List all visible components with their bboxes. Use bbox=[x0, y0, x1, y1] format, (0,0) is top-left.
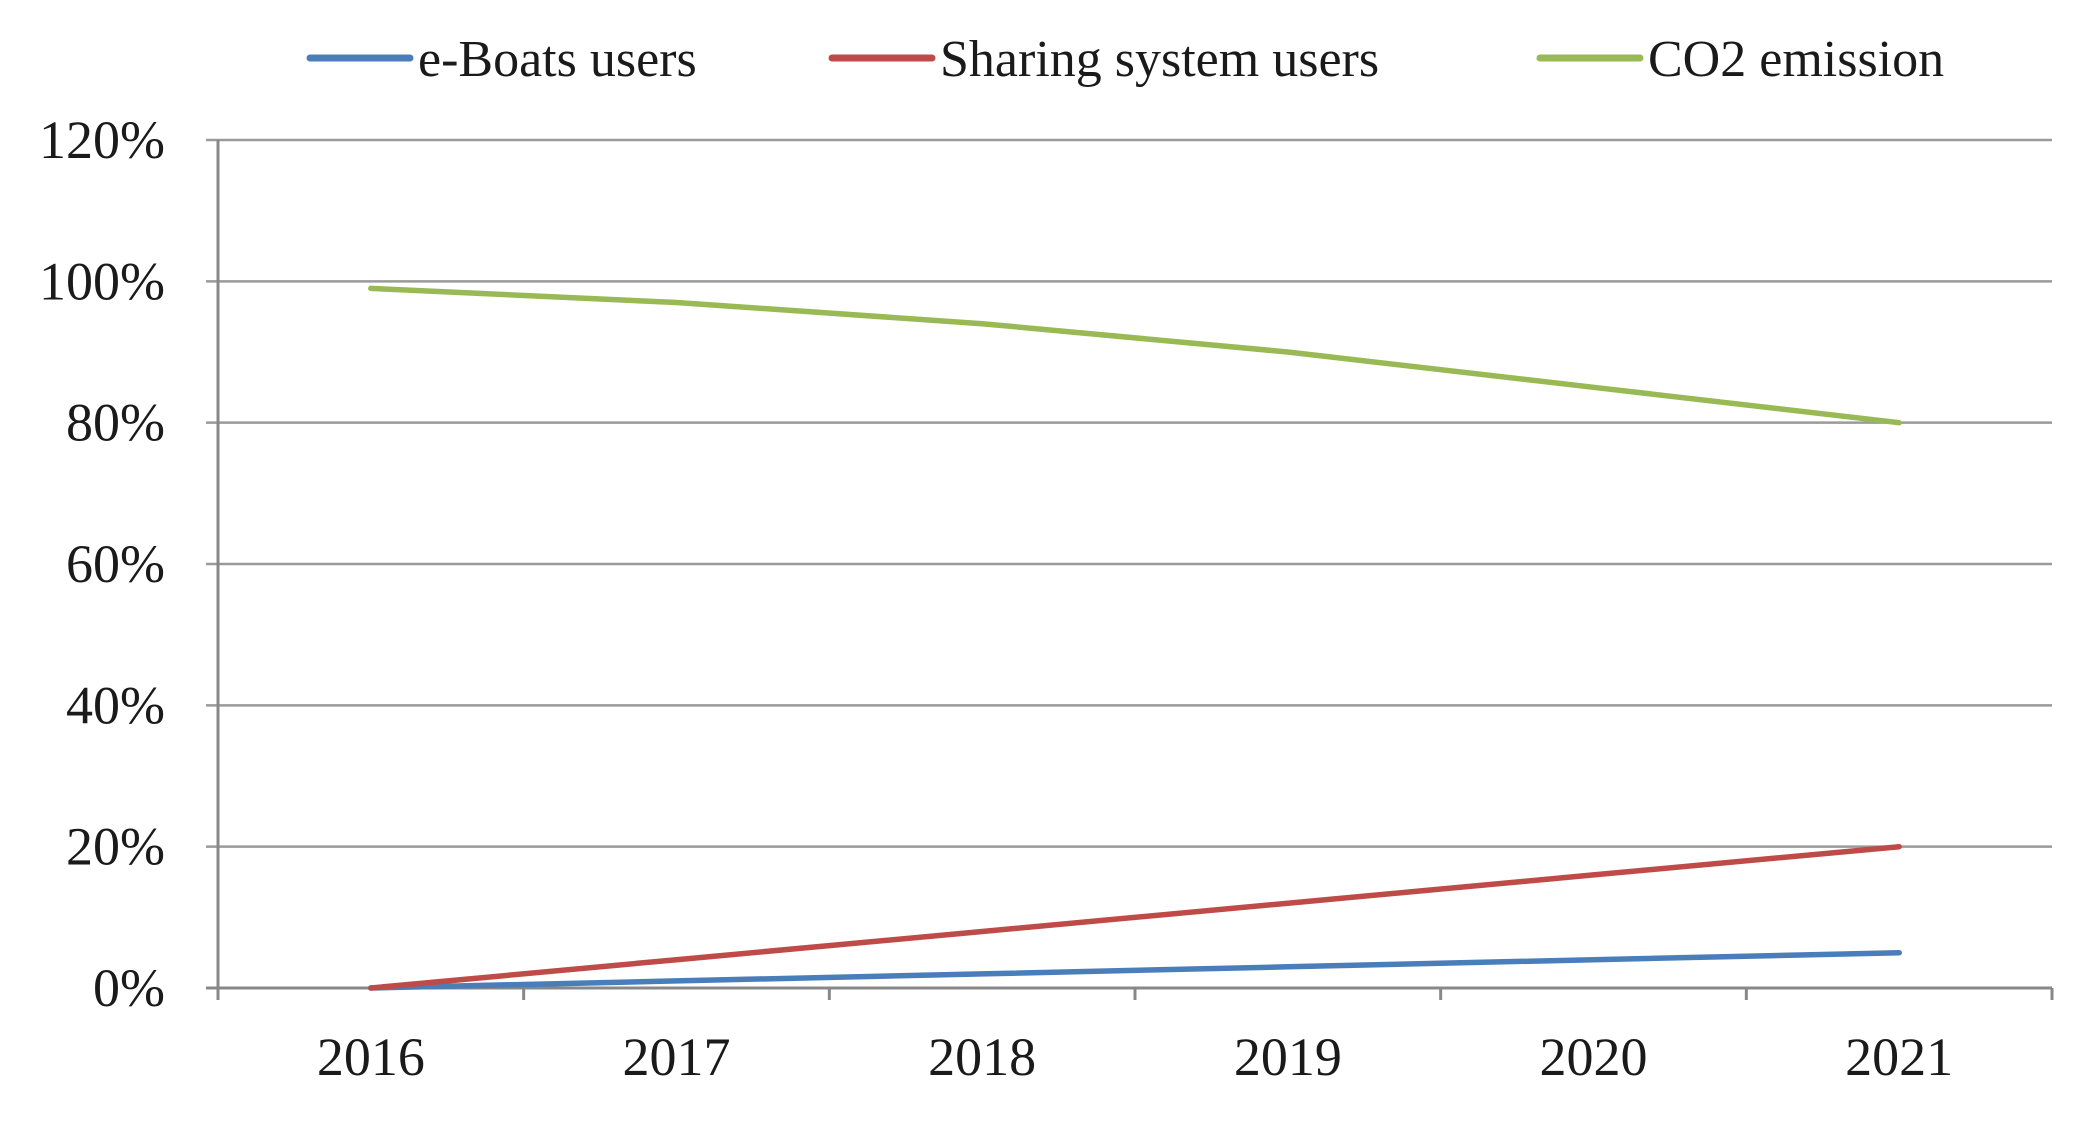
x-tick-label-2017: 2017 bbox=[623, 1027, 731, 1087]
y-tick-label: 0% bbox=[93, 958, 165, 1018]
axis-layer: 0% 20% 40% 60% 80% 100% 120% 2016 2017 2018 2019 20… bbox=[39, 110, 2054, 1087]
y-tick-label: 40% bbox=[66, 675, 165, 735]
x-tick-label-2020: 2020 bbox=[1540, 1027, 1648, 1087]
legend-label-e-boats-users: e-Boats users bbox=[418, 31, 697, 88]
x-tick-label-2016: 2016 bbox=[317, 1027, 425, 1087]
grid-layer bbox=[206, 138, 2052, 848]
series-line-co2-emission bbox=[368, 285, 1902, 426]
y-tick-label: 120% bbox=[39, 110, 165, 170]
y-tick-label: 80% bbox=[66, 393, 165, 453]
series-line-sharing-system-users bbox=[368, 843, 1902, 991]
y-tick-label: 60% bbox=[66, 534, 165, 594]
x-tick-label-2021: 2021 bbox=[1845, 1027, 1953, 1087]
series-line-e-boats-users bbox=[368, 949, 1902, 991]
legend: e-Boats users Sharing system users CO2 emi… bbox=[306, 31, 1944, 88]
x-tick-label-2018: 2018 bbox=[928, 1027, 1036, 1087]
legend-label-co2-emission: CO2 emission bbox=[1648, 31, 1944, 88]
y-tick-label: 100% bbox=[39, 251, 165, 311]
x-tick-label-2019: 2019 bbox=[1234, 1027, 1342, 1087]
legend-label-sharing-system-users: Sharing system users bbox=[940, 31, 1379, 88]
y-tick-label: 20% bbox=[66, 817, 165, 877]
series-layer bbox=[368, 285, 1902, 991]
